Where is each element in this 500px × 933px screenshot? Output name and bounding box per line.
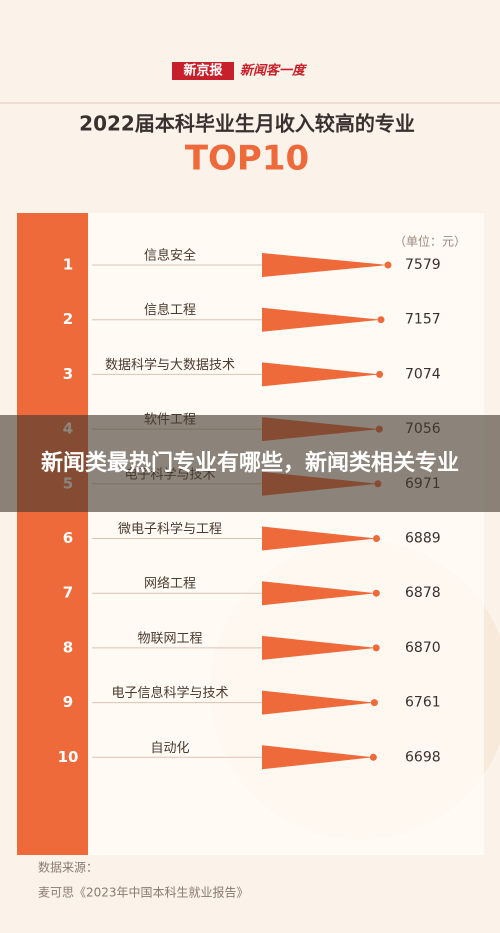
source-label: 数据来源： bbox=[38, 860, 98, 875]
rank: 9 bbox=[63, 693, 73, 711]
rank: 2 bbox=[63, 310, 73, 328]
rank: 1 bbox=[63, 256, 73, 274]
bar bbox=[262, 362, 380, 387]
overlay: 新闻类最热门专业有哪些，新闻类相关专业 bbox=[0, 415, 500, 512]
overlay-title: 新闻类最热门专业有哪些，新闻类相关专业 bbox=[40, 450, 459, 476]
column: 新闻客一度 bbox=[240, 63, 308, 79]
rank-column bbox=[17, 213, 88, 855]
brand: 新京报 bbox=[183, 63, 223, 79]
rank: 6 bbox=[63, 529, 73, 547]
bar bbox=[262, 526, 377, 551]
value-label: 7579 bbox=[405, 257, 441, 273]
value-label: 6761 bbox=[405, 695, 441, 711]
category-label: 数据科学与大数据技术 bbox=[105, 357, 235, 373]
category-label: 电子信息科学与技术 bbox=[111, 685, 228, 701]
value-label: 6878 bbox=[405, 585, 441, 601]
category-label: 网络工程 bbox=[144, 576, 196, 592]
bar bbox=[262, 253, 388, 277]
bar bbox=[262, 581, 377, 606]
category-label: 信息工程 bbox=[144, 302, 196, 318]
value-label: 6698 bbox=[405, 749, 441, 765]
chart-title: 2022届本科毕业生月收入较高的专业 bbox=[79, 112, 415, 136]
brand-box bbox=[172, 62, 234, 80]
category-label: 微电子科学与工程 bbox=[118, 521, 222, 537]
bar-dot bbox=[376, 370, 384, 378]
bar-dot bbox=[370, 699, 378, 707]
rank: 3 bbox=[63, 365, 73, 383]
category-label: 自动化 bbox=[150, 741, 189, 756]
bar bbox=[262, 690, 375, 715]
category-label: 信息安全 bbox=[144, 248, 196, 264]
bar-dot bbox=[369, 753, 377, 761]
bar bbox=[262, 745, 374, 770]
category-label: 物联网工程 bbox=[137, 631, 202, 646]
value-label: 6889 bbox=[405, 531, 441, 547]
bar-dot bbox=[372, 644, 380, 652]
bar bbox=[262, 307, 381, 332]
value-label: 6870 bbox=[405, 640, 441, 656]
bar-dot bbox=[372, 589, 380, 597]
bar-dot bbox=[384, 261, 392, 269]
bar-dot bbox=[377, 316, 385, 324]
unit: （单位：元） bbox=[394, 234, 466, 249]
rank: 8 bbox=[63, 638, 73, 656]
chart-subtitle: TOP10 bbox=[185, 139, 309, 179]
value-label: 7074 bbox=[405, 366, 441, 382]
rank: 10 bbox=[58, 748, 79, 766]
bar-dot bbox=[373, 535, 381, 542]
source-text: 麦可思《2023年中国本科生就业报告》 bbox=[38, 885, 249, 900]
value-label: 7157 bbox=[405, 312, 441, 328]
bar bbox=[262, 635, 377, 660]
rank: 7 bbox=[63, 584, 73, 602]
